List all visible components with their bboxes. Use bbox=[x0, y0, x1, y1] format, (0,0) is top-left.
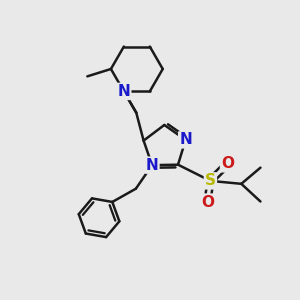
Text: N: N bbox=[118, 84, 130, 99]
Text: O: O bbox=[221, 156, 234, 171]
Text: N: N bbox=[146, 158, 158, 172]
Text: S: S bbox=[205, 173, 216, 188]
Text: O: O bbox=[201, 195, 214, 210]
Text: N: N bbox=[179, 132, 192, 147]
